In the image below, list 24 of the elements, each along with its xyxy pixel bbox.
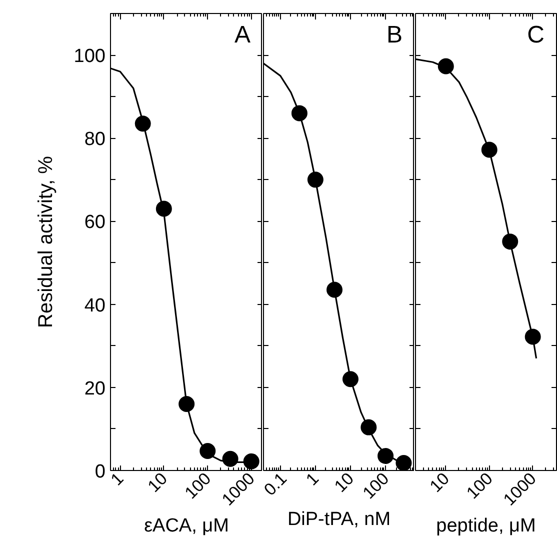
annotation: A (234, 22, 251, 48)
x-tick-label: 10 (330, 469, 358, 496)
y-tick-label: 60 (84, 212, 106, 234)
x-axis-title: peptide, μM (436, 516, 536, 537)
x-axis-title: εACA, μM (144, 516, 229, 537)
x-tick-label: 10 (426, 469, 453, 496)
annotation: C (527, 22, 545, 48)
point (243, 453, 260, 470)
x-tick-label: 100 (181, 469, 215, 503)
x-tick-label: 1 (302, 469, 323, 490)
y-tick-label: 40 (84, 295, 106, 316)
y-tick-label: 80 (84, 129, 106, 150)
y-tick-label: 0 (94, 462, 106, 482)
x-tick-label: 100 (462, 469, 496, 503)
point (396, 455, 412, 470)
x-axis-title: DiP-tPA, nM (287, 509, 391, 530)
x-tick-label: 100 (359, 469, 393, 503)
y-tick-label: 20 (84, 378, 106, 400)
x-tick-label: 1 (107, 469, 128, 490)
annotation: B (386, 22, 403, 48)
x-tick-label: 0.1 (260, 469, 291, 500)
y-tick-label: 100 (74, 46, 106, 68)
x-tick-label: 10 (144, 469, 171, 496)
y-axis-title: Residual activity, % (34, 156, 57, 328)
